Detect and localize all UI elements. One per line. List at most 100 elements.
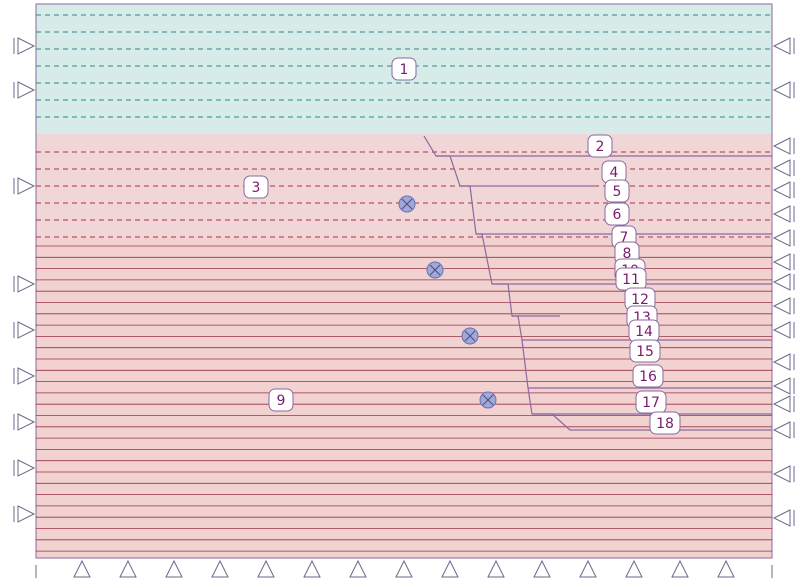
support-triangle [671,559,689,578]
label-text: 3 [252,180,261,196]
roller-support-right-icon [13,275,36,293]
support-triangle [73,559,91,578]
anchor-cross [401,198,413,210]
support-triangle [487,559,505,578]
label-text: 18 [656,416,674,432]
roller-support-left-icon [772,421,795,439]
region-label-11: 11 [615,267,647,291]
support-triangle [772,137,791,155]
support-triangle [772,81,791,99]
support-triangle [772,181,791,199]
region-label-14: 14 [628,319,660,343]
support-triangle [772,377,791,395]
roller-support-right-icon [13,413,36,431]
roller-support-left-icon [772,253,795,271]
pin-support-up-icon [625,559,643,578]
support-triangle [17,275,36,293]
label-text: 9 [277,393,286,409]
roller-support-left-icon [772,465,795,483]
label-badge [649,411,681,435]
support-triangle [772,205,791,223]
pin-support-up-icon [211,559,229,578]
support-triangle [17,177,36,195]
support-triangle [17,413,36,431]
anchor-cross-circle-icon [461,327,479,345]
pin-support-up-icon [165,559,183,578]
label-text: 2 [596,139,605,155]
pin-support-up-icon [349,559,367,578]
support-triangle [17,37,36,55]
region-label-1: 1 [391,57,417,81]
support-triangle [772,509,791,527]
anchor-cross-circle-icon [426,261,444,279]
pin-support-up-icon [395,559,413,578]
support-triangle [772,273,791,291]
region-label-12: 12 [624,287,656,311]
label-badge [604,202,630,226]
label-text: 7 [620,230,629,246]
support-triangle [772,353,791,371]
label-text: 5 [613,184,622,200]
support-triangle [211,559,229,578]
roller-support-right-icon [13,81,36,99]
support-triangle [772,395,791,413]
pin-support-up-icon [441,559,459,578]
support-triangle [17,459,36,477]
support-triangle [441,559,459,578]
support-triangle [17,81,36,99]
roller-support-left-icon [772,137,795,155]
label-badge [391,57,417,81]
anchors [398,195,497,409]
label-badge [243,175,269,199]
support-triangle [349,559,367,578]
roller-support-right-icon [13,459,36,477]
anchor-cross [464,330,476,342]
label-text: 8 [623,246,632,262]
support-triangle [772,37,791,55]
region-label-5: 5 [604,179,630,203]
label-text: 15 [636,344,654,360]
label-text: 11 [622,272,640,288]
roller-support-right-icon [13,37,36,55]
label-badge [268,388,294,412]
roller-support-left-icon [772,377,795,395]
label-text: 14 [635,324,653,340]
support-triangle [17,367,36,385]
label-text: 12 [631,292,649,308]
region-label-9: 9 [268,388,294,412]
roller-support-left-icon [772,229,795,247]
support-triangle [533,559,551,578]
anchor-cross-circle-icon [479,391,497,409]
model-boundary [35,3,773,559]
support-triangle [772,321,791,339]
roller-support-left-icon [772,321,795,339]
roller-support-left-icon [772,395,795,413]
support-triangle [772,253,791,271]
boundary-supports [13,37,795,578]
roller-support-left-icon [772,81,795,99]
support-triangle [303,559,321,578]
pin-support-up-icon [73,559,91,578]
support-triangle [119,559,137,578]
pin-support-up-icon [303,559,321,578]
support-triangle [772,297,791,315]
label-badge [635,390,667,414]
label-text: 17 [642,395,660,411]
label-text: 6 [613,207,622,223]
support-triangle [579,559,597,578]
roller-support-left-icon [772,37,795,55]
support-triangle [165,559,183,578]
support-triangle [625,559,643,578]
label-text: 1 [400,62,409,78]
region-label-6: 6 [604,202,630,226]
label-badge [629,339,661,363]
support-triangle [717,559,735,578]
pin-support-up-icon [257,559,275,578]
region-label-18: 18 [649,411,681,435]
region-labels: 123456789101112131415161718 [243,57,681,435]
pin-support-up-icon [717,559,735,578]
roller-support-right-icon [13,367,36,385]
region-label-17: 17 [635,390,667,414]
support-triangle [772,229,791,247]
pin-support-up-icon [579,559,597,578]
